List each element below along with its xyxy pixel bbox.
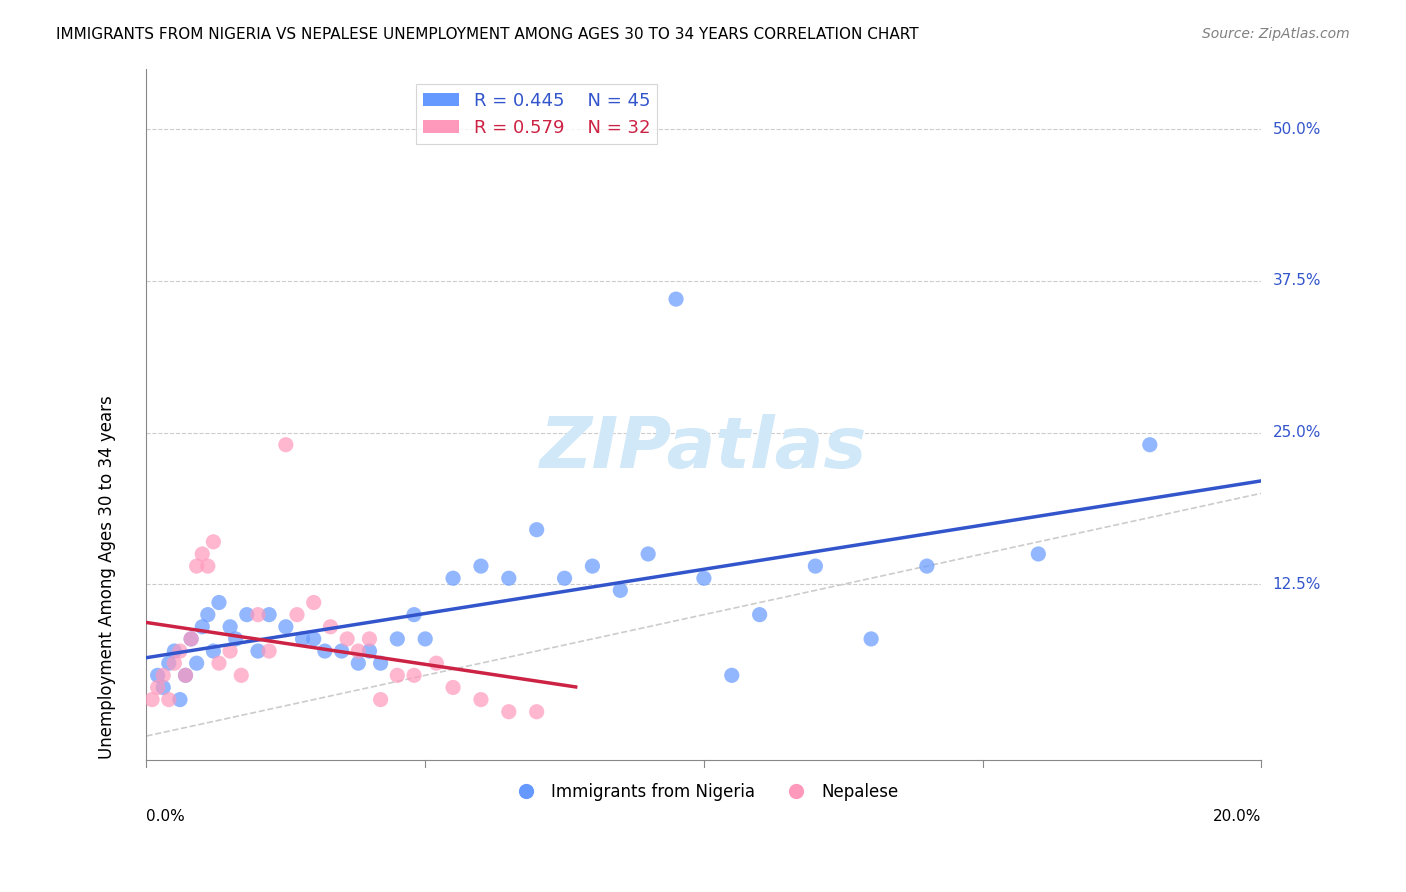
Immigrants from Nigeria	[1139, 438, 1161, 452]
Immigrants from Nigeria	[441, 571, 464, 585]
Nepalese	[526, 705, 548, 719]
Nepalese	[180, 632, 202, 646]
Text: Unemployment Among Ages 30 to 34 years: Unemployment Among Ages 30 to 34 years	[98, 395, 117, 759]
Nepalese	[402, 668, 425, 682]
Nepalese	[157, 692, 180, 706]
Nepalese	[152, 668, 174, 682]
Nepalese	[208, 656, 231, 670]
Nepalese	[141, 692, 163, 706]
Immigrants from Nigeria	[748, 607, 770, 622]
Immigrants from Nigeria	[174, 668, 197, 682]
Nepalese	[231, 668, 253, 682]
Text: IMMIGRANTS FROM NIGERIA VS NEPALESE UNEMPLOYMENT AMONG AGES 30 TO 34 YEARS CORRE: IMMIGRANTS FROM NIGERIA VS NEPALESE UNEM…	[56, 27, 920, 42]
Immigrants from Nigeria	[804, 559, 827, 574]
Text: Source: ZipAtlas.com: Source: ZipAtlas.com	[1202, 27, 1350, 41]
Text: 37.5%: 37.5%	[1272, 274, 1322, 288]
Immigrants from Nigeria	[225, 632, 247, 646]
Immigrants from Nigeria	[314, 644, 336, 658]
Nepalese	[186, 559, 208, 574]
Immigrants from Nigeria	[274, 620, 297, 634]
Text: 50.0%: 50.0%	[1272, 121, 1320, 136]
Immigrants from Nigeria	[693, 571, 716, 585]
Immigrants from Nigeria	[609, 583, 631, 598]
Nepalese	[169, 644, 191, 658]
Immigrants from Nigeria	[219, 620, 242, 634]
Nepalese	[347, 644, 370, 658]
Text: 20.0%: 20.0%	[1213, 809, 1261, 824]
Immigrants from Nigeria	[291, 632, 314, 646]
Nepalese	[285, 607, 308, 622]
Nepalese	[370, 692, 392, 706]
Immigrants from Nigeria	[720, 668, 742, 682]
Nepalese	[202, 534, 225, 549]
Immigrants from Nigeria	[197, 607, 219, 622]
Immigrants from Nigeria	[498, 571, 520, 585]
Nepalese	[246, 607, 269, 622]
Immigrants from Nigeria	[330, 644, 353, 658]
Immigrants from Nigeria	[1028, 547, 1050, 561]
Nepalese	[319, 620, 342, 634]
Nepalese	[387, 668, 409, 682]
Immigrants from Nigeria	[581, 559, 603, 574]
Immigrants from Nigeria	[526, 523, 548, 537]
Immigrants from Nigeria	[347, 656, 370, 670]
Nepalese	[498, 705, 520, 719]
Immigrants from Nigeria	[202, 644, 225, 658]
Nepalese	[425, 656, 447, 670]
Immigrants from Nigeria	[146, 668, 169, 682]
Text: 0.0%: 0.0%	[146, 809, 186, 824]
Immigrants from Nigeria	[637, 547, 659, 561]
Immigrants from Nigeria	[257, 607, 280, 622]
Immigrants from Nigeria	[152, 681, 174, 695]
Nepalese	[470, 692, 492, 706]
Immigrants from Nigeria	[413, 632, 436, 646]
Immigrants from Nigeria	[169, 692, 191, 706]
Immigrants from Nigeria	[470, 559, 492, 574]
Immigrants from Nigeria	[208, 595, 231, 609]
Nepalese	[336, 632, 359, 646]
Legend: Immigrants from Nigeria, Nepalese: Immigrants from Nigeria, Nepalese	[502, 776, 905, 807]
Immigrants from Nigeria	[554, 571, 576, 585]
Nepalese	[146, 681, 169, 695]
Nepalese	[274, 438, 297, 452]
Nepalese	[302, 595, 325, 609]
Immigrants from Nigeria	[163, 644, 186, 658]
Nepalese	[219, 644, 242, 658]
Text: 25.0%: 25.0%	[1272, 425, 1320, 440]
Nepalese	[197, 559, 219, 574]
Immigrants from Nigeria	[246, 644, 269, 658]
Text: 12.5%: 12.5%	[1272, 577, 1320, 591]
Nepalese	[174, 668, 197, 682]
Immigrants from Nigeria	[915, 559, 938, 574]
Nepalese	[441, 681, 464, 695]
Immigrants from Nigeria	[180, 632, 202, 646]
Nepalese	[163, 656, 186, 670]
Immigrants from Nigeria	[186, 656, 208, 670]
Immigrants from Nigeria	[191, 620, 214, 634]
Immigrants from Nigeria	[236, 607, 259, 622]
Immigrants from Nigeria	[665, 292, 688, 306]
Nepalese	[191, 547, 214, 561]
Immigrants from Nigeria	[402, 607, 425, 622]
Immigrants from Nigeria	[302, 632, 325, 646]
Immigrants from Nigeria	[387, 632, 409, 646]
Nepalese	[359, 632, 381, 646]
Immigrants from Nigeria	[157, 656, 180, 670]
Immigrants from Nigeria	[359, 644, 381, 658]
Immigrants from Nigeria	[860, 632, 883, 646]
Immigrants from Nigeria	[370, 656, 392, 670]
Nepalese	[257, 644, 280, 658]
Text: ZIPatlas: ZIPatlas	[540, 415, 868, 483]
